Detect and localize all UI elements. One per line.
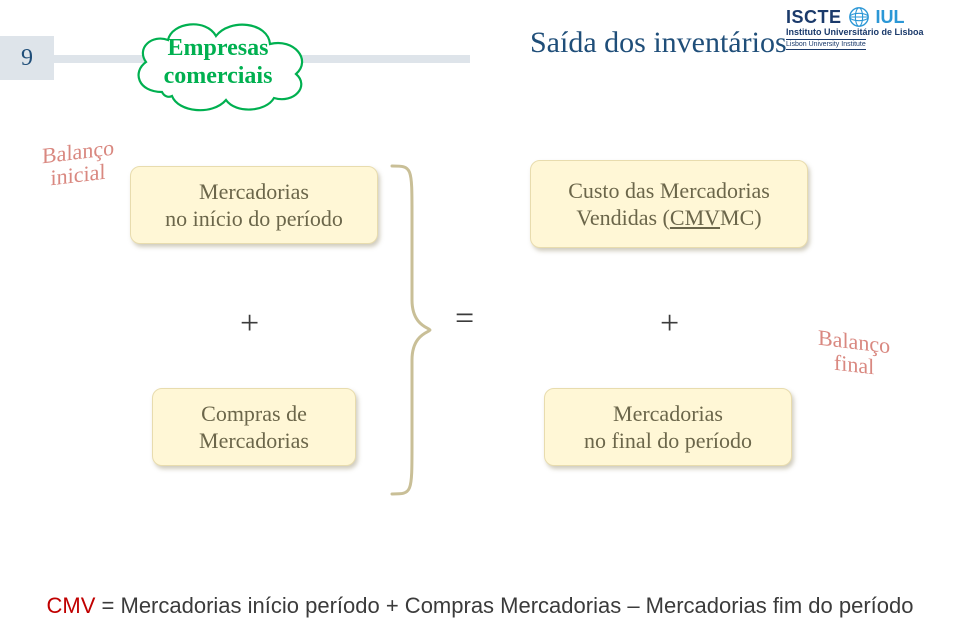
balanco-inicial-label: Balanço inicial bbox=[42, 136, 114, 191]
bracket-icon bbox=[380, 160, 436, 500]
box-tr-l2: Vendidas (CMVMC) bbox=[568, 204, 770, 232]
formula-rest: = Mercadorias início período + Compras M… bbox=[95, 593, 913, 618]
logo-subtitle-2: Lisbon University Institute bbox=[786, 39, 866, 50]
op-plus-right: + bbox=[660, 305, 679, 343]
cloud-line2: comerciais bbox=[164, 63, 273, 91]
box-br-l2: no final do período bbox=[584, 427, 752, 455]
box-mercadorias-final: Mercadorias no final do período bbox=[544, 388, 792, 466]
logo-text-iul: IUL bbox=[876, 7, 905, 28]
box-bl-l2: Mercadorias bbox=[199, 427, 309, 455]
logo-subtitle-1: Instituto Universitário de Lisboa bbox=[786, 28, 924, 37]
box-cmvmc: Custo das Mercadorias Vendidas (CMVMC) bbox=[530, 160, 808, 248]
formula-cmv: CMV bbox=[47, 593, 96, 618]
logo-text-iscte: ISCTE bbox=[786, 7, 842, 28]
box-tl-l2: no início do período bbox=[165, 205, 343, 233]
slide: 9 ISCTE IUL Instituto Universitário de L… bbox=[0, 0, 960, 643]
balanco-final-label: Balanço final bbox=[818, 326, 890, 381]
formula: CMV = Mercadorias início período + Compr… bbox=[0, 593, 960, 619]
slide-title: Saída dos inventários bbox=[530, 26, 787, 60]
box-compras: Compras de Mercadorias bbox=[152, 388, 356, 466]
box-tr-l1: Custo das Mercadorias bbox=[568, 177, 770, 205]
op-equals: = bbox=[455, 300, 474, 338]
institution-logo: ISCTE IUL Instituto Universitário de Lis… bbox=[786, 6, 946, 56]
globe-icon bbox=[848, 6, 870, 28]
box-bl-l1: Compras de bbox=[199, 400, 309, 428]
box-mercadorias-inicio: Mercadorias no início do período bbox=[130, 166, 378, 244]
box-br-l1: Mercadorias bbox=[584, 400, 752, 428]
box-tl-l1: Mercadorias bbox=[165, 178, 343, 206]
cloud-callout: Empresas comerciais bbox=[118, 8, 318, 118]
op-plus-left: + bbox=[240, 305, 259, 343]
cloud-line1: Empresas bbox=[168, 35, 269, 63]
slide-number: 9 bbox=[0, 36, 54, 80]
